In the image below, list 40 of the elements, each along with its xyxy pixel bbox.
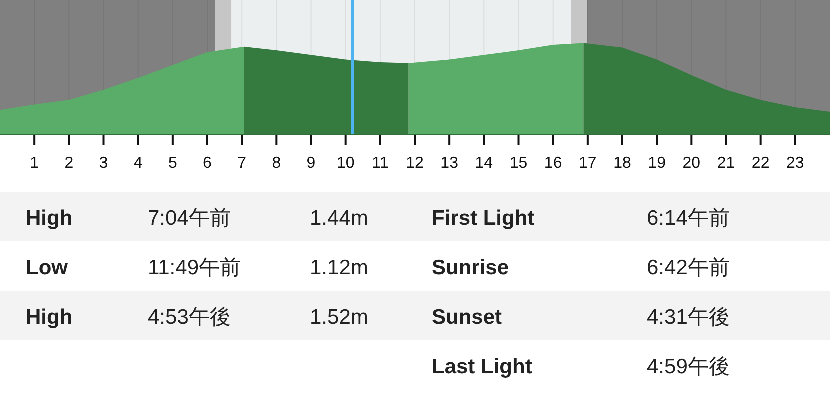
x-tick-label: 7 [238,155,247,172]
text: 6:14午前 [647,207,730,230]
x-tick-label: 6 [203,155,212,172]
x-tick-label: 10 [336,155,355,172]
x-tick-label: 2 [64,155,74,172]
text: 4:53午後 [148,306,231,329]
x-tick-label: 1 [30,155,40,172]
x-tick-label: 16 [544,155,562,172]
text: 6:42午前 [647,256,730,280]
x-tick-label: 15 [510,155,528,172]
x-tick-label: 19 [648,155,666,172]
x-tick-label: 21 [717,155,736,172]
text: 4:31午後 [647,306,730,329]
text: 1.12m [310,256,368,280]
x-tick-label: 9 [306,155,316,172]
x-tick-label: 17 [579,155,597,172]
x-tick-label: 13 [440,155,459,172]
text: 1.44m [310,207,368,230]
x-tick-label: 22 [752,155,770,172]
x-tick-label: 12 [406,155,424,172]
x-tick-label: 8 [272,155,282,172]
x-tick-label: 11 [372,155,389,172]
text: Last Light [432,356,532,378]
x-tick-label: 5 [168,155,178,172]
text: 11:49午前 [148,256,241,280]
text: 1.52m [310,306,368,329]
text: 4:59午後 [647,356,730,378]
text: 7:04午前 [148,207,231,230]
x-tick-label: 23 [786,155,804,172]
text: High [26,306,73,329]
x-tick-label: 18 [614,155,632,172]
x-tick-label: 4 [134,155,143,172]
x-tick-label: 14 [475,155,494,172]
x-tick-label: 3 [99,155,108,172]
text: High [26,207,73,230]
x-tick-label: 20 [682,155,701,172]
text: Sunrise [432,256,510,280]
text: Low [26,256,69,280]
text: First Light [432,207,535,230]
text: Sunset [432,306,502,329]
